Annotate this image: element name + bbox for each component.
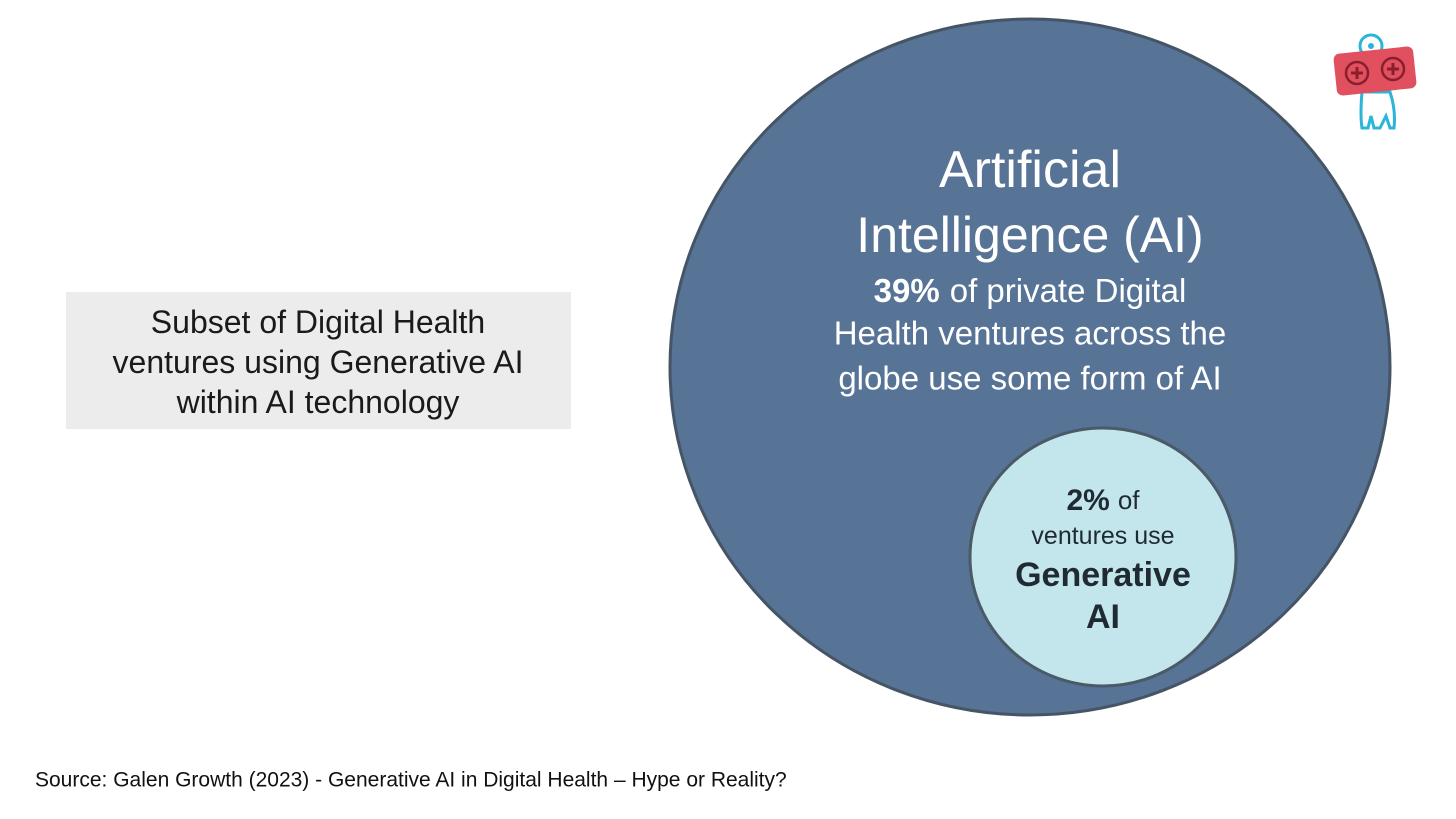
outer-title: Artificial bbox=[939, 141, 1121, 199]
inner-title: AI bbox=[1086, 598, 1120, 636]
label-line: within AI technology bbox=[176, 384, 460, 420]
logo-body bbox=[1359, 90, 1396, 130]
label-line: ventures using Generative AI bbox=[113, 344, 524, 380]
label-box bbox=[66, 292, 571, 429]
logo-cross bbox=[1351, 63, 1399, 79]
inner-stat-suffix: of bbox=[1118, 485, 1140, 515]
outer-description: of private Digital bbox=[950, 272, 1187, 309]
inner-circle bbox=[968, 426, 1238, 688]
label-line: Subset of Digital Health bbox=[151, 304, 485, 340]
inner-stat-line: 2% of bbox=[1066, 484, 1140, 517]
outer-title: Intelligence (AI) bbox=[856, 207, 1203, 263]
outer-description: globe use some form of AI bbox=[838, 360, 1221, 397]
inner-line: ventures use bbox=[1031, 522, 1174, 550]
logo-button bbox=[1380, 56, 1406, 82]
logo-button bbox=[1344, 60, 1370, 86]
inner-stat: 2% bbox=[1066, 484, 1109, 517]
source: Source: Galen Growth (2023) - Generative… bbox=[35, 769, 787, 792]
logo bbox=[1333, 33, 1417, 130]
logo-eye bbox=[1368, 43, 1374, 49]
outer-description: Health ventures across the bbox=[834, 315, 1227, 352]
inner-title: Generative bbox=[1015, 556, 1191, 594]
outer-stat-line: 39% of private Digital bbox=[874, 272, 1187, 309]
outer-stat: 39% bbox=[874, 272, 940, 309]
